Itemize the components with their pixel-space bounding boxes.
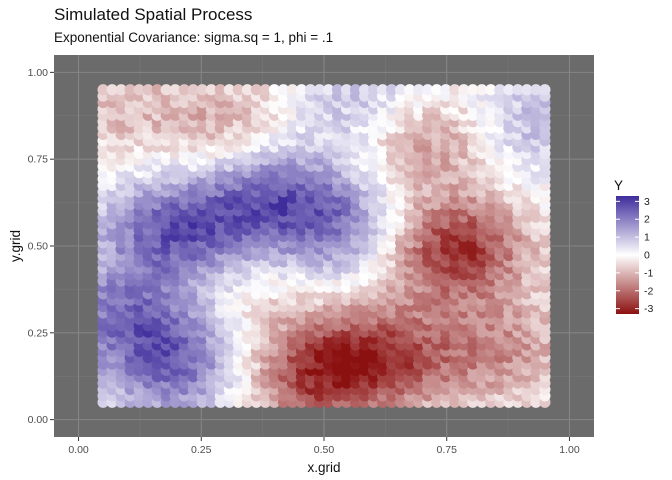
- legend-tick-label: 3: [644, 196, 650, 208]
- x-axis-title: x.grid: [307, 460, 340, 475]
- data-point: [331, 84, 344, 96]
- legend-tick-label: -2: [644, 285, 653, 297]
- legend-ticks: 3 2 1 0 -1 -2 -3: [616, 196, 653, 315]
- data-point: [340, 84, 353, 96]
- y-axis: 0.00 0.25 0.50 0.75 1.00: [28, 67, 54, 426]
- data-point: [512, 84, 524, 96]
- legend-tick-label: 2: [644, 214, 650, 226]
- data-point: [142, 84, 154, 96]
- data-point: [277, 84, 290, 96]
- data-point: [367, 84, 380, 96]
- data-point: [449, 84, 461, 96]
- data-point: [160, 84, 172, 96]
- data-point: [169, 84, 181, 96]
- data-point: [503, 84, 515, 96]
- data-point: [133, 84, 145, 96]
- data-point: [187, 84, 199, 96]
- data-point: [431, 84, 443, 96]
- data-point: [205, 84, 217, 96]
- data-point: [413, 84, 425, 96]
- legend-tick-label: 0: [644, 250, 650, 262]
- data-point: [286, 84, 299, 96]
- data-point: [322, 84, 335, 96]
- data-point: [349, 84, 362, 96]
- data-point: [241, 84, 253, 96]
- x-tick-label: 0.75: [437, 444, 458, 456]
- legend: Y 3 2 1 0 -1 -2 -3: [614, 178, 653, 315]
- data-point: [106, 84, 118, 96]
- data-point: [97, 84, 109, 96]
- y-tick-label: 0.00: [28, 414, 49, 426]
- chart-title: Simulated Spatial Process: [54, 5, 253, 24]
- data-point: [440, 84, 452, 96]
- data-point: [377, 84, 389, 96]
- data-point: [485, 84, 497, 96]
- x-tick-label: 0.00: [68, 444, 89, 456]
- data-point: [268, 84, 281, 96]
- chart-subtitle: Exponential Covariance: sigma.sq = 1, ph…: [54, 30, 334, 45]
- data-point: [223, 84, 235, 96]
- legend-tick-label: 1: [644, 232, 650, 244]
- data-points: [97, 84, 551, 408]
- legend-tick-label: -3: [644, 303, 653, 315]
- y-tick-label: 0.50: [28, 241, 49, 253]
- data-point: [467, 84, 479, 96]
- data-point: [386, 84, 398, 96]
- data-point: [476, 84, 488, 96]
- data-point: [295, 84, 308, 96]
- data-point: [395, 84, 407, 96]
- data-point: [313, 84, 326, 96]
- legend-title: Y: [614, 178, 623, 193]
- legend-colorbar: [616, 196, 639, 314]
- x-tick-label: 0.25: [191, 444, 212, 456]
- x-tick-label: 0.50: [314, 444, 335, 456]
- y-axis-title: y.grid: [8, 230, 23, 262]
- data-point: [178, 84, 190, 96]
- data-point: [124, 84, 136, 96]
- data-point: [539, 84, 551, 96]
- data-point: [214, 84, 226, 96]
- data-point: [494, 84, 506, 96]
- data-point: [196, 84, 208, 96]
- data-point: [458, 84, 470, 96]
- data-point: [115, 84, 127, 96]
- data-point: [232, 84, 244, 96]
- data-point: [151, 84, 163, 96]
- x-axis: 0.00 0.25 0.50 0.75 1.00: [68, 437, 580, 456]
- y-tick-label: 0.75: [28, 154, 49, 166]
- y-tick-label: 0.25: [28, 327, 49, 339]
- data-point: [304, 84, 317, 96]
- data-point: [250, 84, 262, 96]
- data-point: [521, 84, 533, 96]
- y-tick-label: 1.00: [28, 67, 49, 79]
- data-point: [422, 84, 434, 96]
- data-point: [259, 84, 271, 96]
- data-point: [358, 84, 371, 96]
- data-point: [404, 84, 416, 96]
- data-point: [530, 84, 542, 96]
- legend-tick-label: -1: [644, 267, 653, 279]
- x-tick-label: 1.00: [559, 444, 580, 456]
